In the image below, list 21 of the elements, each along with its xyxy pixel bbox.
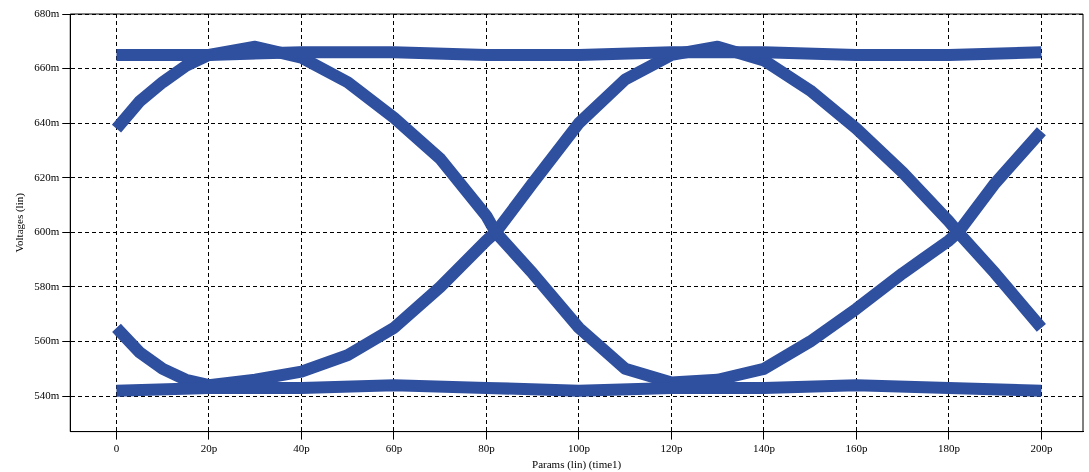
x-tick-label: 160p: [845, 442, 868, 455]
x-tick-label: 200p: [1030, 442, 1053, 455]
x-tick-label: 0: [113, 442, 120, 455]
x-tick-label: 40p: [293, 442, 311, 455]
y-tick-label: 540m: [34, 389, 60, 402]
y-tick-label: 560m: [34, 334, 60, 347]
x-tick-label: 100p: [567, 442, 591, 455]
y-axis-title: Voltages (lin): [13, 192, 27, 253]
x-tick-label: 20p: [200, 442, 218, 455]
y-tick-label: 680m: [34, 6, 60, 19]
y-tick-label: 620m: [34, 170, 60, 183]
y-tick-label: 600m: [34, 225, 60, 238]
y-tick-label: 660m: [34, 61, 60, 74]
x-tick-label: 60p: [385, 442, 403, 455]
y-tick-label: 640m: [34, 116, 60, 129]
x-tick-label: 80p: [478, 442, 496, 455]
y-tick-label: 580m: [34, 279, 60, 292]
x-tick-label: 180p: [937, 442, 961, 455]
x-tick-label: 140p: [752, 442, 776, 455]
x-tick-label: 120p: [660, 442, 683, 455]
x-axis-title: Params (lin) (time1): [532, 458, 622, 472]
